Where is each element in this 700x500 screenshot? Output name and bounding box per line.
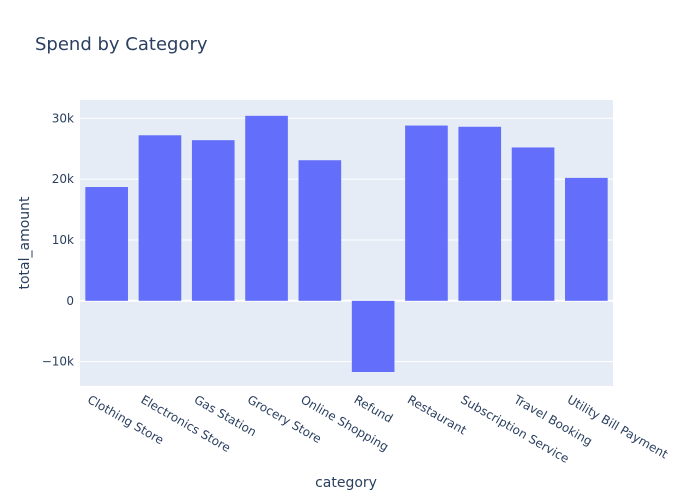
bar [298,160,342,301]
x-tick-label: Electronics Store [138,392,232,455]
bar [565,177,608,301]
bars [85,115,608,373]
bar [191,140,235,301]
y-tick-label: −10k [42,355,74,369]
x-tick-label: Refund [352,392,396,425]
x-tick-label: Restaurant [405,392,469,437]
x-tick-label: Utility Bill Payment [565,392,671,461]
bar [405,125,448,301]
y-tick-labels: −10k 0 10k 20k 30k [42,111,74,368]
chart-title: Spend by Category [35,34,208,55]
y-axis-title: total_amount [17,196,33,290]
x-tick-label: Online Shopping [298,392,391,454]
bar [351,300,395,373]
y-tick-label: 30k [52,111,74,125]
x-axis-title: category [315,475,377,491]
bar [458,126,502,301]
bar [511,147,555,301]
bar [138,135,182,301]
bar [85,187,128,301]
y-tick-label: 0 [66,294,74,308]
y-tick-label: 10k [52,233,74,247]
y-tick-label: 20k [52,172,74,186]
bar [245,115,288,301]
